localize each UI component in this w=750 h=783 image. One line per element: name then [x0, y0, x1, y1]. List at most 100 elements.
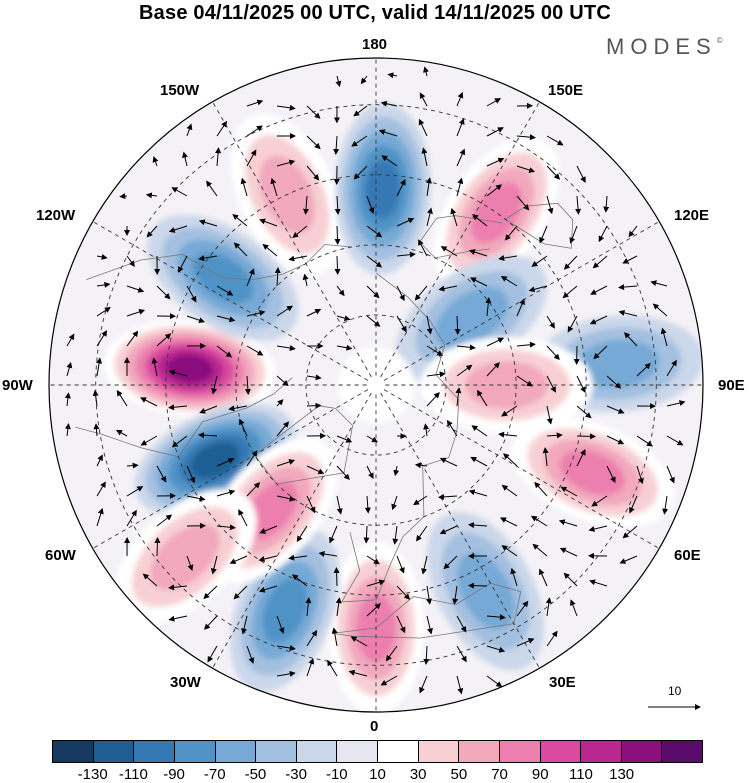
wind-vector — [622, 525, 638, 539]
meridian-line — [383, 389, 668, 554]
wind-vector — [500, 517, 518, 527]
wind-vector — [306, 374, 322, 381]
label-lon-60w: 60W — [45, 547, 76, 564]
wind-vector — [186, 315, 205, 324]
latitude-circle — [305, 314, 447, 456]
colorbar-tick-label: 90 — [531, 766, 549, 783]
wind-vector — [516, 165, 536, 173]
colorbar-cell — [418, 741, 460, 762]
wind-vector — [216, 315, 236, 323]
wind-vector — [592, 255, 608, 269]
wind-vector — [258, 555, 278, 562]
wind-vector — [186, 285, 197, 303]
wind-vector — [532, 543, 548, 557]
wind-vector — [232, 213, 248, 227]
label-lon-0: 0 — [370, 718, 379, 735]
wind-vector — [471, 425, 488, 437]
wind-vector — [156, 285, 171, 300]
anom-30w-negative-level — [262, 577, 308, 643]
wind-vector — [334, 195, 341, 215]
wind-vector — [486, 675, 503, 688]
wind-vector — [628, 225, 638, 238]
wind-vector — [423, 645, 430, 665]
wind-vector — [423, 423, 430, 437]
wind-vector — [606, 375, 622, 389]
wind-vector — [171, 435, 188, 448]
wind-vector — [329, 525, 338, 544]
wind-vector — [198, 255, 218, 262]
wind-vector — [516, 134, 536, 141]
wind-vector — [207, 645, 218, 663]
wind-vector — [426, 207, 433, 227]
wind-vector — [569, 599, 578, 617]
meridian-line — [207, 93, 372, 378]
wind-vector — [542, 447, 549, 467]
wind-vector — [618, 309, 638, 317]
logo-mark: © — [716, 36, 723, 45]
wind-vector — [216, 457, 235, 467]
wind-vector — [115, 429, 128, 437]
colorbar-tick-label: -70 — [203, 766, 226, 783]
wind-vector — [378, 129, 398, 137]
wind-vector — [660, 327, 668, 347]
wind-vector — [246, 450, 258, 467]
wind-vector — [186, 495, 206, 502]
colorbar-cell — [540, 741, 582, 762]
wind-vector — [306, 105, 321, 119]
wind-vector — [546, 315, 555, 329]
wind-vector — [603, 195, 610, 213]
wind-vector — [456, 118, 465, 137]
wind-vector — [439, 457, 458, 467]
wind-vector — [351, 135, 368, 147]
wind-vector — [335, 75, 342, 88]
wind-vector — [456, 615, 467, 633]
wind-vector — [241, 615, 248, 635]
label-lon-90e: 90E — [718, 377, 745, 394]
wind-vector — [391, 495, 398, 511]
wind-vector — [186, 123, 193, 137]
meridian-line — [380, 93, 545, 378]
wind-vector — [485, 297, 492, 317]
wind-vector — [246, 149, 257, 167]
map-border — [48, 57, 704, 713]
wind-vector — [366, 285, 380, 299]
wind-vector — [156, 465, 167, 483]
wind-vector — [233, 585, 248, 600]
wind-vector — [563, 255, 578, 270]
wind-vector — [516, 298, 525, 317]
wind-vector — [246, 125, 263, 137]
label-lon-120w: 120W — [36, 207, 76, 224]
wind-vector — [366, 579, 386, 587]
wind-vector — [292, 574, 308, 587]
wind-vector — [244, 375, 251, 395]
wind-vector — [152, 156, 159, 167]
anom-45w-positive-level — [244, 481, 298, 540]
wind-vector — [546, 195, 554, 215]
wind-vector — [591, 495, 608, 507]
colorbar-cell — [581, 741, 622, 762]
wind-vector — [366, 195, 375, 214]
wind-vector — [501, 484, 518, 497]
meridian-line — [207, 392, 372, 677]
wind-vector — [546, 135, 564, 146]
wind-vector — [276, 375, 289, 387]
wind-vector — [501, 405, 518, 417]
wind-vector — [419, 92, 428, 107]
wind-vector — [276, 459, 296, 467]
wind-vector — [119, 193, 128, 200]
colorbar-cell — [256, 741, 297, 762]
wind-vector — [246, 345, 264, 356]
wind-vector — [622, 255, 638, 264]
colorbar-tick-label: -110 — [118, 766, 148, 783]
wind-vector — [318, 551, 338, 557]
graticule — [49, 58, 703, 712]
wind-vector — [186, 465, 196, 484]
wind-vector — [636, 362, 651, 377]
colorbar-tick-label: -130 — [77, 766, 108, 783]
wind-vector — [140, 397, 158, 407]
wind-vector — [486, 614, 506, 621]
wind-vector — [593, 345, 608, 360]
wind-vector — [468, 522, 488, 529]
label-lon-60e: 60E — [674, 547, 701, 564]
colorbar-tick-label: -30 — [285, 766, 307, 783]
